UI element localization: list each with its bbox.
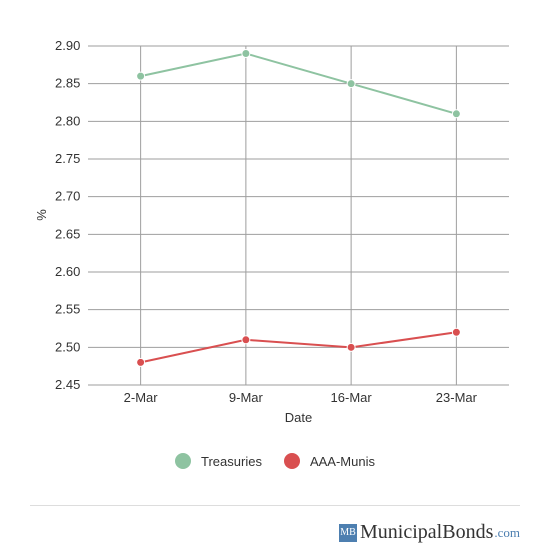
data-point-aaa-munis	[241, 335, 251, 345]
legend-item-aaa-munis[interactable]: AAA-Munis	[283, 453, 375, 469]
x-tick-label: 2-Mar	[124, 390, 159, 405]
series-line-treasuries	[140, 52, 457, 115]
data-point-treasuries	[136, 71, 146, 81]
x-tick-label: 16-Mar	[331, 390, 373, 405]
line-chart: 2.90 2.85 2.80 2.75 2.70 2.65 2.60 2.55 2.50 2.45…	[34, 38, 509, 425]
y-tick-label: 2.80	[55, 113, 80, 128]
y-tick-label: 2.70	[55, 189, 80, 204]
series-line-aaa-munis	[140, 331, 457, 364]
y-tick-label: 2.90	[55, 38, 80, 53]
y-tick-label: 2.60	[55, 264, 80, 279]
y-axis-title: %	[34, 209, 49, 221]
y-tick-label: 2.75	[55, 151, 80, 166]
legend-dot-aaa-munis	[283, 453, 300, 469]
brand-tld: .com	[494, 524, 520, 540]
y-tick-label: 2.55	[55, 302, 80, 317]
data-point-aaa-munis	[346, 342, 356, 352]
y-tick-label: 2.50	[55, 339, 80, 354]
data-point-aaa-munis	[451, 327, 461, 337]
data-point-aaa-munis	[136, 357, 146, 367]
brand-mark: MB	[339, 523, 358, 542]
legend-label-aaa-munis: AAA-Munis	[309, 453, 375, 469]
legend-dot-treasuries	[175, 453, 192, 469]
x-axis-title: Date	[285, 410, 312, 425]
legend-label-treasuries: Treasuries	[201, 453, 262, 469]
footer-divider	[30, 505, 520, 506]
brand-logo: MB MunicipalBonds .com	[339, 521, 520, 544]
y-tick-label: 2.45	[55, 377, 80, 392]
x-tick-label: 9-Mar	[229, 390, 264, 405]
legend: Treasuries AAA-Munis	[0, 453, 550, 469]
y-tick-label: 2.85	[55, 76, 80, 91]
brand-name: MunicipalBonds	[360, 521, 494, 543]
legend-item-treasuries[interactable]: Treasuries	[175, 453, 262, 469]
data-point-treasuries	[451, 109, 461, 119]
y-tick-label: 2.65	[55, 226, 80, 241]
x-tick-label: 23-Mar	[436, 390, 478, 405]
data-point-treasuries	[241, 49, 251, 59]
data-point-treasuries	[346, 79, 356, 89]
